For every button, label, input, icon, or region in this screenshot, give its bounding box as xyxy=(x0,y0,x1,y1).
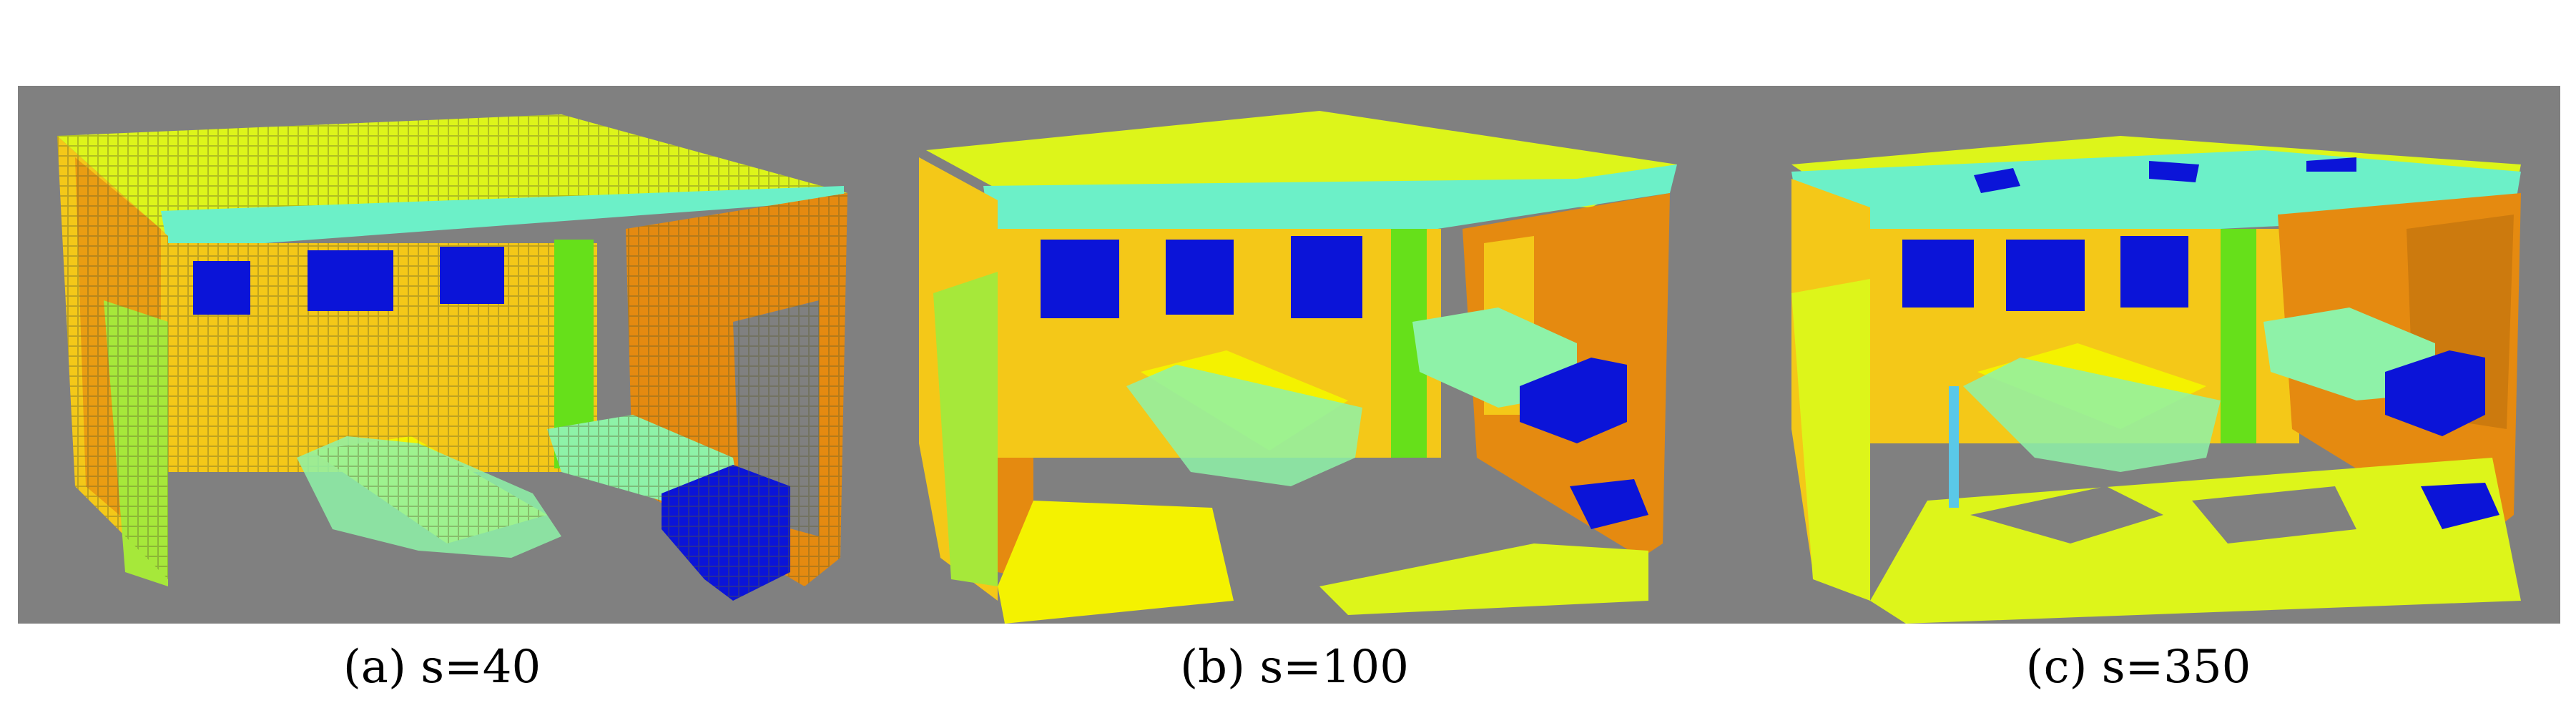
window xyxy=(193,261,250,315)
panel-c-render xyxy=(1791,136,2521,624)
window xyxy=(2120,236,2188,308)
blue-object xyxy=(2421,483,2499,529)
green-column xyxy=(2221,229,2256,443)
chairs xyxy=(1126,365,1362,486)
window xyxy=(308,250,393,311)
caption-a: (a) s=40 xyxy=(343,641,541,694)
chairs xyxy=(1963,358,2221,472)
panel-b-render xyxy=(919,111,1677,624)
panel-c-voxel-scene xyxy=(1763,86,2560,624)
window xyxy=(1902,240,1974,308)
ceiling-beam xyxy=(983,164,1677,236)
ceiling-beam xyxy=(161,186,844,250)
caption-c: (c) s=350 xyxy=(2025,641,2251,694)
window xyxy=(1041,240,1119,318)
blue-object xyxy=(1570,479,1648,529)
window xyxy=(440,247,504,304)
ceiling-light xyxy=(2149,161,2199,182)
floor xyxy=(1870,458,2521,624)
ceiling-light xyxy=(1974,168,2020,193)
panel-b-voxel-scene xyxy=(890,86,1738,624)
floor xyxy=(998,501,1234,624)
window xyxy=(2006,240,2085,311)
ceiling-light xyxy=(2306,157,2356,172)
window xyxy=(1166,240,1234,315)
blue-object xyxy=(2385,350,2485,436)
panel-a-render xyxy=(57,114,847,601)
window xyxy=(1291,236,1362,318)
blue-object xyxy=(1520,358,1627,443)
caption-b: (b) s=100 xyxy=(1180,641,1409,694)
panel-a-voxel-scene xyxy=(18,86,865,624)
cyan-stand xyxy=(1949,386,1959,508)
